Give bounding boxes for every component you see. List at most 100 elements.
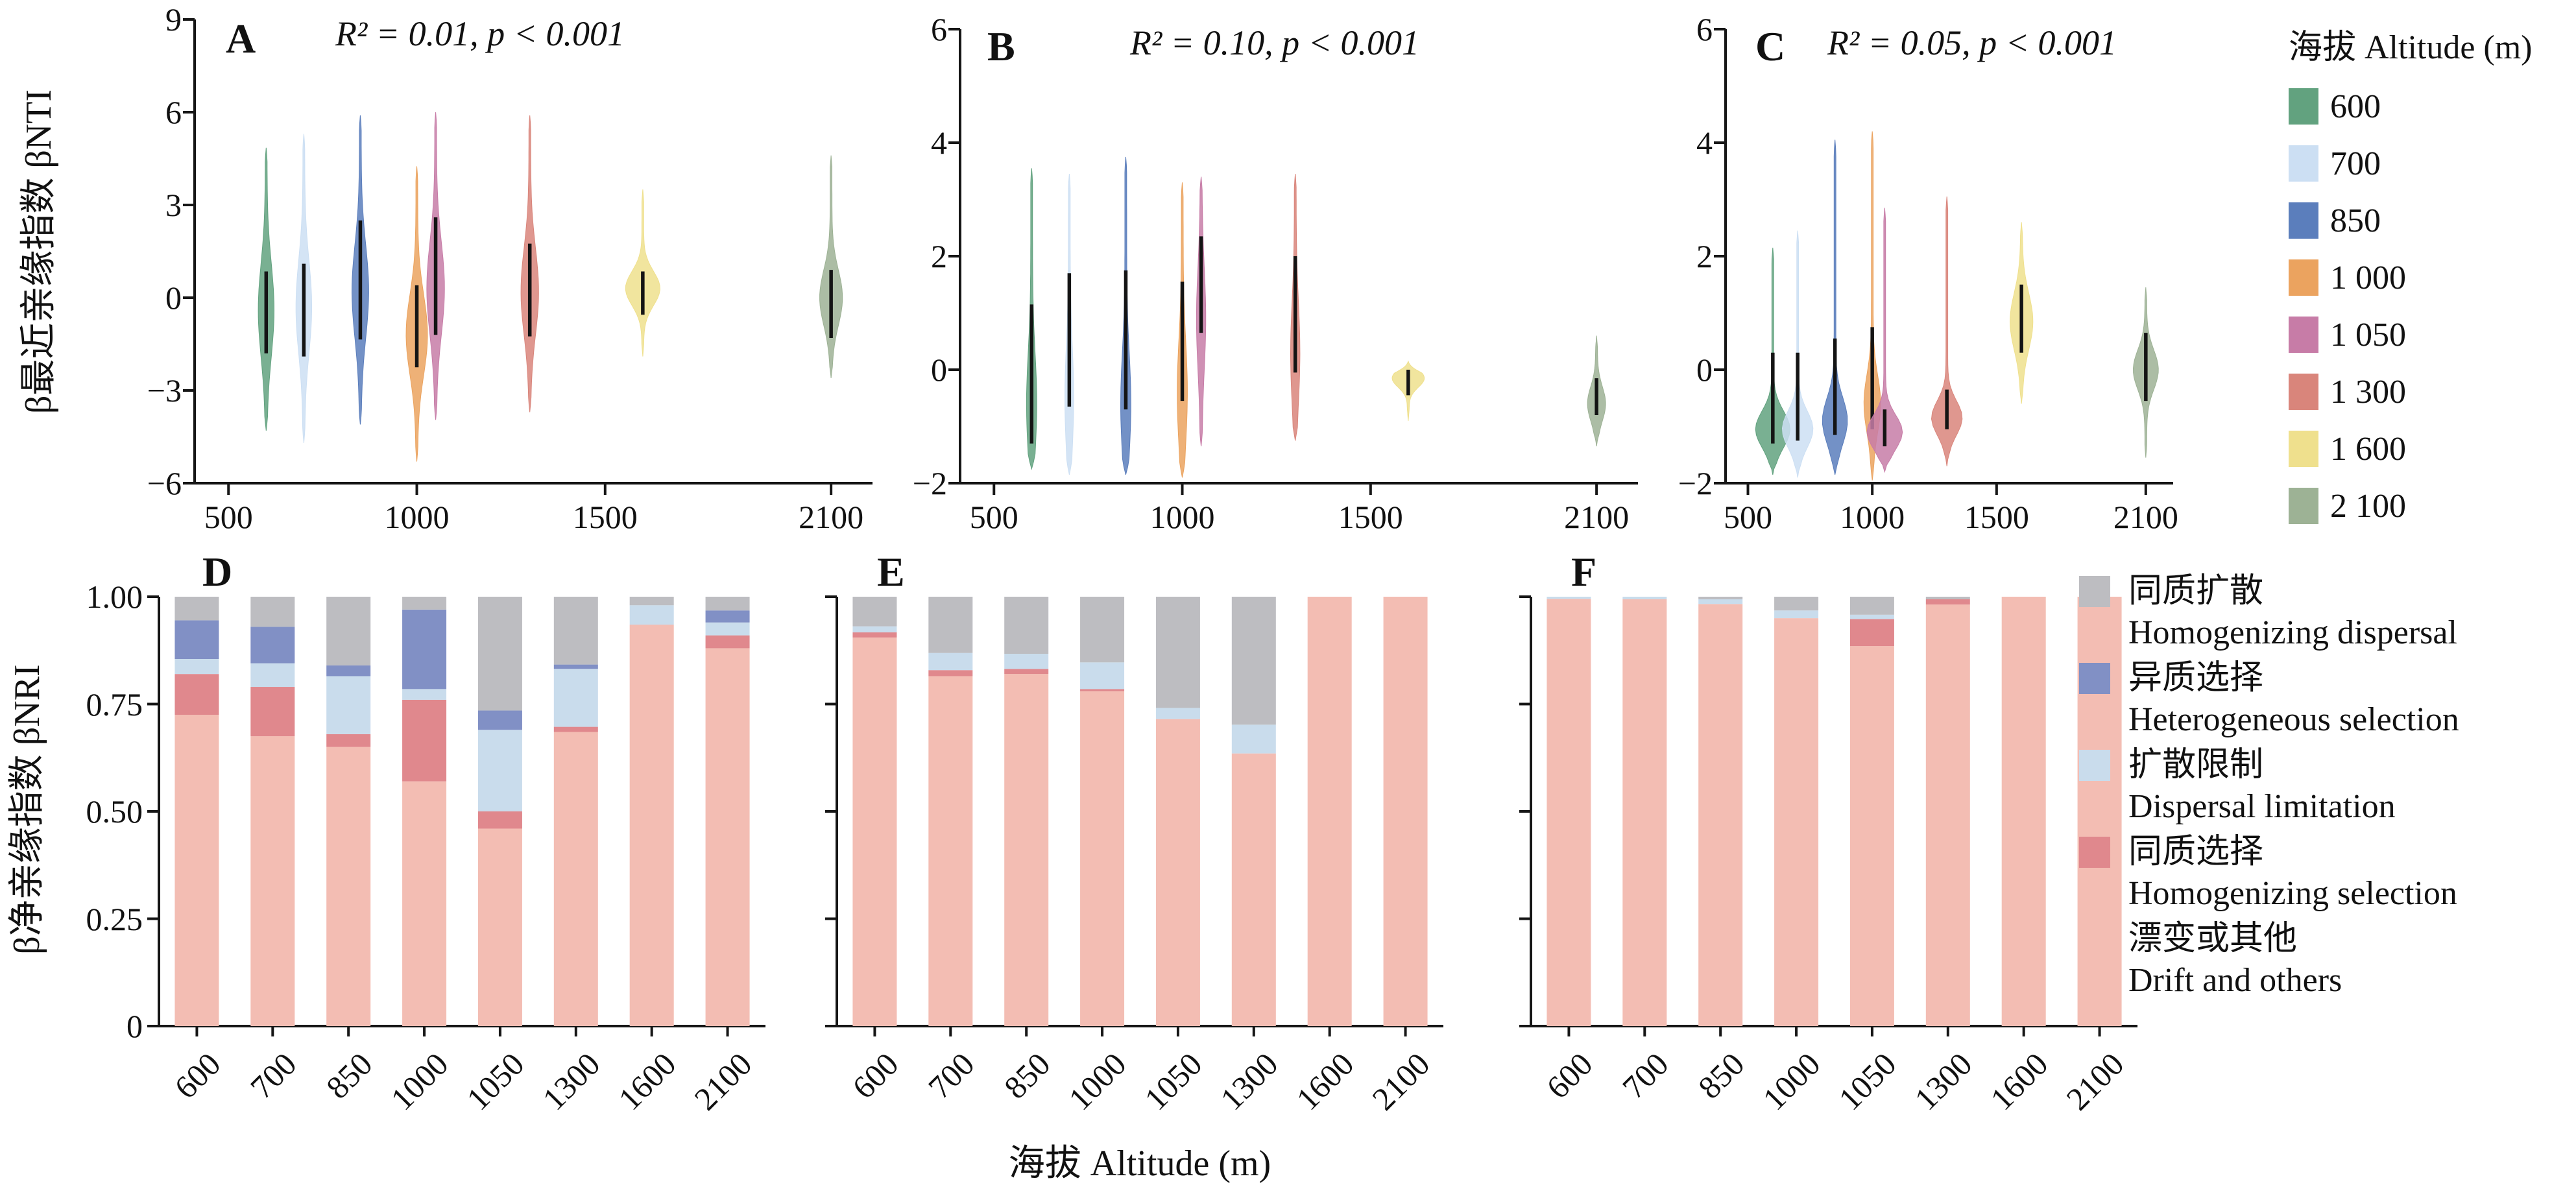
bar-segment-D-850-drift bbox=[326, 747, 371, 1026]
bar-segment-E-2100-drift bbox=[1383, 597, 1428, 1026]
bar-segment-E-850-dispersal_limitation bbox=[1004, 654, 1049, 669]
legend-altitude-items: 600 700 850 1 000 1 050 1 300 1 600 2 100 bbox=[2289, 78, 2576, 534]
panel-letter-e: E bbox=[877, 549, 905, 595]
annotation-r2-c: R² = 0.05, p < 0.001 bbox=[1827, 23, 2117, 62]
x-tick-label: 500 bbox=[204, 499, 253, 535]
x-tick-label: 1500 bbox=[1338, 499, 1403, 535]
y-axis-label-bnri: β净亲缘指数 βNRI bbox=[7, 664, 47, 955]
bar-segment-D-1000-drift bbox=[402, 781, 447, 1026]
bar-segment-E-850-homogenizing_dispersal bbox=[1004, 597, 1049, 654]
legend-swatch-icon bbox=[2289, 431, 2318, 467]
y-tick-label: −2 bbox=[912, 465, 947, 501]
legend-process-label-en: Drift and others bbox=[2128, 962, 2342, 999]
legend-process-item: 漂变或其他 Drift and others bbox=[2079, 918, 2576, 1001]
bar-segment-F-1050-dispersal_limitation bbox=[1849, 614, 1894, 619]
bar-segment-F-700-drift bbox=[1622, 599, 1667, 1026]
legend-process-item: 异质选择 Heterogeneous selection bbox=[2079, 658, 2576, 741]
bar-segment-D-1050-homogenizing_dispersal bbox=[477, 597, 522, 711]
bar-segment-F-850-homogenizing_dispersal bbox=[1698, 597, 1743, 599]
violin-A-2100 bbox=[819, 155, 843, 378]
bar-segment-D-700-drift bbox=[250, 736, 295, 1026]
legend-process-item: 扩散限制 Dispersal limitation bbox=[2079, 745, 2576, 828]
legend-swatch-icon bbox=[2079, 663, 2110, 694]
legend-swatch-icon bbox=[2289, 317, 2318, 353]
legend-altitude-label: 2 100 bbox=[2330, 487, 2406, 525]
bar-segment-E-1050-homogenizing_dispersal bbox=[1155, 597, 1200, 708]
bar-segment-E-600-homogenizing_dispersal bbox=[852, 597, 897, 627]
violin-C-1300 bbox=[1931, 197, 1963, 466]
bar-segment-F-1050-drift bbox=[1849, 646, 1894, 1026]
y-tick-label: 0 bbox=[931, 352, 947, 388]
x-tick-label: 1500 bbox=[1964, 499, 2029, 535]
bar-segment-F-850-dispersal_limitation bbox=[1698, 599, 1743, 604]
legend-altitude-label: 700 bbox=[2330, 145, 2381, 182]
bar-segment-D-600-dispersal_limitation bbox=[175, 658, 219, 675]
legend-process-text: 同质扩散 Homogenizing dispersal bbox=[2128, 571, 2457, 654]
legend-swatch-icon bbox=[2289, 374, 2318, 410]
y-tick-label: 2 bbox=[931, 238, 947, 274]
bar-segment-E-700-dispersal_limitation bbox=[928, 652, 973, 671]
bar-segment-D-1050-drift bbox=[477, 828, 522, 1026]
x-tick-label: 500 bbox=[969, 499, 1018, 535]
bar-segment-D-1000-heterogeneous_selection bbox=[402, 609, 447, 689]
y-tick-label: −6 bbox=[147, 465, 182, 501]
bar-segment-F-850-drift bbox=[1698, 604, 1743, 1026]
bar-segment-D-850-dispersal_limitation bbox=[326, 676, 371, 734]
legend-altitude-label: 850 bbox=[2330, 202, 2381, 239]
bar-segment-F-600-drift bbox=[1547, 599, 1591, 1026]
legend-process-label-en: Homogenizing selection bbox=[2128, 875, 2457, 912]
bar-segment-D-1300-drift bbox=[553, 732, 598, 1026]
legend-altitude-label: 600 bbox=[2330, 88, 2381, 125]
y-tick-label: −3 bbox=[147, 372, 182, 409]
bar-segment-F-1050-homogenizing_selection bbox=[1849, 619, 1894, 647]
legend-process-label-zh: 同质扩散 bbox=[2128, 573, 2264, 610]
legend-swatch-icon bbox=[2289, 145, 2318, 182]
bar-segment-D-600-homogenizing_selection bbox=[175, 674, 219, 715]
panel-letter-a: A bbox=[226, 16, 256, 62]
bar-segment-D-850-heterogeneous_selection bbox=[326, 665, 371, 676]
y-tick-label: 4 bbox=[1696, 125, 1713, 161]
legend-processes: 同质扩散 Homogenizing dispersal 异质选择 Heterogene… bbox=[2079, 571, 2576, 1005]
bar-segment-D-1600-homogenizing_dispersal bbox=[629, 597, 674, 606]
panel-letter-f: F bbox=[1571, 549, 1597, 595]
bar-segment-D-1050-dispersal_limitation bbox=[477, 730, 522, 811]
legend-process-item: 同质选择 Homogenizing selection bbox=[2079, 832, 2576, 915]
legend-process-text: 扩散限制 Dispersal limitation bbox=[2128, 745, 2396, 828]
legend-altitude-item: 1 600 bbox=[2289, 420, 2576, 477]
x-tick-label: 1000 bbox=[1150, 499, 1215, 535]
legend-process-text: 异质选择 Heterogeneous selection bbox=[2128, 658, 2459, 741]
bar-segment-D-1050-heterogeneous_selection bbox=[477, 710, 522, 730]
bar-segment-D-1000-homogenizing_dispersal bbox=[402, 597, 447, 610]
y-tick-label: 0.75 bbox=[86, 686, 143, 723]
y-tick-label: 4 bbox=[931, 125, 947, 161]
bar-segment-D-600-homogenizing_dispersal bbox=[175, 597, 219, 621]
bar-segment-E-1300-homogenizing_dispersal bbox=[1231, 597, 1276, 725]
violin-C-1050 bbox=[1866, 208, 1903, 473]
x-tick-label: 2100 bbox=[1564, 499, 1630, 535]
bar-segment-D-850-homogenizing_dispersal bbox=[326, 597, 371, 665]
bar-segment-D-600-heterogeneous_selection bbox=[175, 620, 219, 659]
bar-segment-F-600-dispersal_limitation bbox=[1547, 597, 1591, 599]
bar-segment-E-1000-drift bbox=[1080, 691, 1125, 1026]
y-tick-label: 0.50 bbox=[86, 793, 143, 830]
panel-letter-c: C bbox=[1755, 23, 1786, 69]
panel-letter-d: D bbox=[202, 549, 233, 595]
bar-segment-E-700-homogenizing_dispersal bbox=[928, 597, 973, 653]
panel-letter-b: B bbox=[987, 23, 1015, 69]
bar-segment-D-1300-dispersal_limitation bbox=[553, 669, 598, 727]
x-axis-title: 海拔 Altitude (m) bbox=[1008, 1143, 1271, 1184]
bar-segment-F-1000-dispersal_limitation bbox=[1774, 610, 1819, 619]
legend-process-item: 同质扩散 Homogenizing dispersal bbox=[2079, 571, 2576, 654]
legend-altitude-item: 600 bbox=[2289, 78, 2576, 135]
legend-altitude-item: 2 100 bbox=[2289, 477, 2576, 534]
x-tick-label: 500 bbox=[1724, 499, 1772, 535]
legend-altitude-item: 1 050 bbox=[2289, 306, 2576, 363]
bar-segment-D-2100-homogenizing_dispersal bbox=[705, 597, 750, 611]
legend-altitude: 海拔 Altitude (m) 600 700 850 1 000 1 050 1 300… bbox=[2289, 27, 2576, 534]
bar-segment-D-600-drift bbox=[175, 715, 219, 1026]
bar-segment-F-1300-drift bbox=[1925, 604, 1970, 1026]
y-tick-label: 0.25 bbox=[86, 900, 143, 937]
legend-swatch-icon bbox=[2289, 488, 2318, 524]
legend-altitude-title: 海拔 Altitude (m) bbox=[2289, 29, 2533, 66]
legend-process-label-en: Heterogeneous selection bbox=[2128, 701, 2459, 738]
